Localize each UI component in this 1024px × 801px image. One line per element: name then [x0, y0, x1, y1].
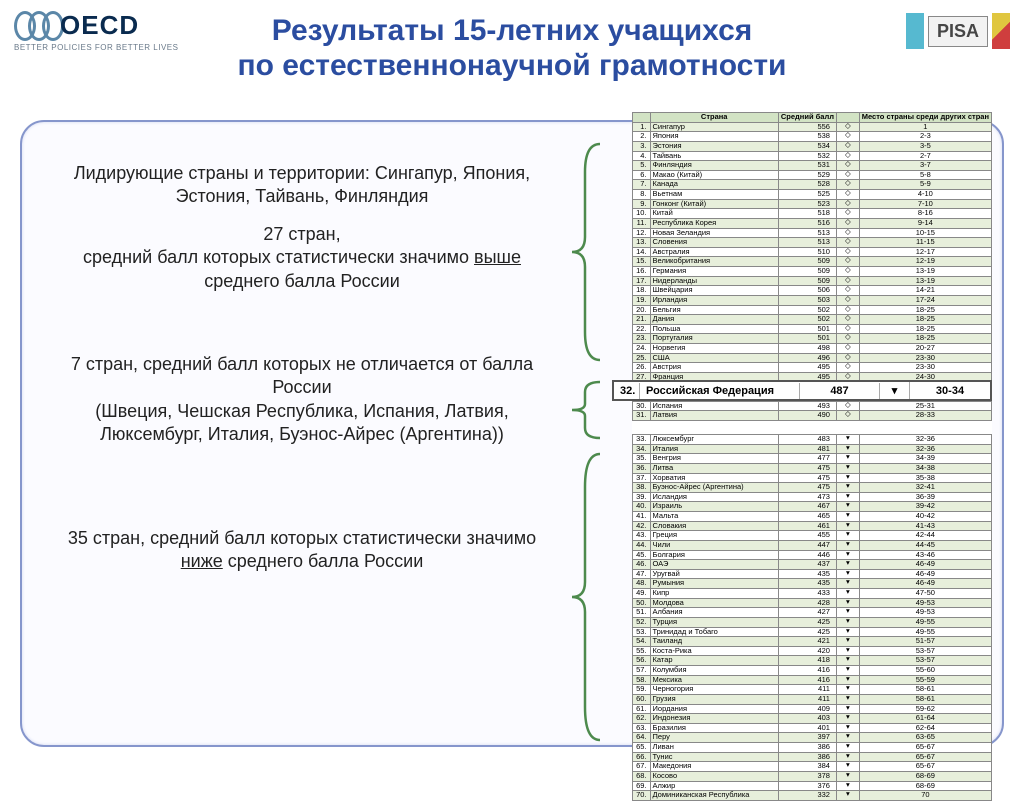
ranking-table: Страна Средний балл Место страны среди д…: [632, 112, 992, 801]
group2-text: 7 стран, средний балл которых не отличае…: [52, 353, 552, 400]
table-row: 38.Буэнос-Айрес (Аргентина)475▾32-41: [633, 483, 992, 493]
table-row: 69.Алжир376▾68-69: [633, 781, 992, 791]
table-row: 30.Испания493◇25-31: [633, 401, 992, 411]
col-rank: [633, 113, 651, 123]
col-country: Страна: [650, 113, 778, 123]
table-row: 60.Грузия411▾58-61: [633, 694, 992, 704]
table-row: 39.Исландия473▾36-39: [633, 492, 992, 502]
group-2: 7 стран, средний балл которых не отличае…: [52, 353, 552, 447]
oecd-rings-icon: [14, 11, 56, 41]
table-row: 24.Норвегия498◇20-27: [633, 344, 992, 354]
table-row: 59.Черногория411▾58-61: [633, 685, 992, 695]
table-row: 46.ОАЭ437▾46-49: [633, 560, 992, 570]
group1-leaders: Лидирующие страны и территории: Сингапур…: [52, 162, 552, 209]
table-row: 19.Ирландия503◇17-24: [633, 295, 992, 305]
group1-keyword: выше: [474, 247, 521, 267]
table-row: 7.Канада528◇5-9: [633, 180, 992, 190]
table-row: 40.Израиль467▾39-42: [633, 502, 992, 512]
table-row: 18.Швейцария506◇14-21: [633, 286, 992, 296]
table-row: 25.США496◇23-30: [633, 353, 992, 363]
table-row: 51.Албания427▾49-53: [633, 608, 992, 618]
table-row: 6.Макао (Китай)529◇5-8: [633, 170, 992, 180]
table-row: 9.Гонконг (Китай)523◇7-10: [633, 199, 992, 209]
table-row: 11.Республика Корея516◇9-14: [633, 218, 992, 228]
table-row: 3.Эстония534◇3-5: [633, 141, 992, 151]
group1-text: средний балл которых статистически значи…: [83, 247, 469, 267]
table-row: 49.Кипр433▾47-50: [633, 589, 992, 599]
table-row: 2.Япония538◇2-3: [633, 132, 992, 142]
group-1: Лидирующие страны и территории: Сингапур…: [52, 162, 552, 293]
table-row: 43.Греция455▾42-44: [633, 531, 992, 541]
table-row: 65.Ливан386▾65-67: [633, 743, 992, 753]
table-row: 64.Перу397▾63-65: [633, 733, 992, 743]
table-row: 41.Мальта465▾40-42: [633, 512, 992, 522]
table-row: 54.Таиланд421▾51-57: [633, 637, 992, 647]
group3-suffix: среднего балла России: [223, 551, 424, 571]
table-row: 68.Косово378▾68-69: [633, 771, 992, 781]
table-row: 23.Португалия501◇18-25: [633, 334, 992, 344]
group3-keyword: ниже: [181, 551, 223, 571]
table-row: 33.Люксембург483▾32-36: [633, 435, 992, 445]
russia-trend-icon: ▾: [880, 382, 910, 399]
group-3: 35 стран, средний балл которых статистич…: [52, 527, 552, 574]
brace-bottom-icon: [570, 452, 610, 742]
table-row: 10.Китай518◇8-16: [633, 209, 992, 219]
table-row: 45.Болгария446▾43-46: [633, 550, 992, 560]
table-row: 16.Германия509◇13-19: [633, 267, 992, 277]
russia-range: 30-34: [910, 383, 990, 399]
table-row: 15.Великобритания509◇12-19: [633, 257, 992, 267]
table-row: 55.Коста-Рика420▾53-57: [633, 646, 992, 656]
table-row: 70.Доминиканская Республика332▾70: [633, 791, 992, 801]
table-row: 52.Турция425▾49-55: [633, 617, 992, 627]
table-header-row: Страна Средний балл Место страны среди д…: [633, 113, 992, 123]
table-row: 26.Австрия495◇23-30: [633, 363, 992, 373]
russia-highlight-row: 32. Российская Федерация 487 ▾ 30-34: [612, 380, 992, 401]
group3-prefix: 35 стран, средний балл которых статистич…: [68, 528, 536, 548]
russia-rank: 32.: [614, 383, 640, 399]
table-row: 20.Бельгия502◇18-25: [633, 305, 992, 315]
table-row: 44.Чили447▾44-45: [633, 540, 992, 550]
group2-list: (Швеция, Чешская Республика, Испания, Ла…: [52, 400, 552, 447]
col-score: Средний балл: [778, 113, 836, 123]
table-row: 35.Венгрия477▾34-39: [633, 454, 992, 464]
table-row: 21.Дания502◇18-25: [633, 315, 992, 325]
table-row: 8.Вьетнам525◇4-10: [633, 190, 992, 200]
table-row: 47.Уругвай435▾46-49: [633, 569, 992, 579]
table-row: 31.Латвия490◇28-33: [633, 411, 992, 421]
table-row: 42.Словакия461▾41-43: [633, 521, 992, 531]
table-row: 5.Финляндия531◇3-7: [633, 161, 992, 171]
table-row: 34.Италия481▾32-36: [633, 444, 992, 454]
group1-suffix: среднего балла России: [204, 271, 400, 291]
left-column: Лидирующие страны и территории: Сингапур…: [52, 162, 552, 611]
slide-title: Результаты 15-летних учащихся по естеств…: [100, 14, 924, 83]
russia-score: 487: [800, 383, 880, 399]
pisa-label: PISA: [928, 16, 988, 47]
table-row: 50.Молдова428▾49-53: [633, 598, 992, 608]
russia-name: Российская Федерация: [640, 383, 800, 399]
col-range: Место страны среди других стран: [859, 113, 991, 123]
table-row: 63.Бразилия401▾62-64: [633, 723, 992, 733]
ranking-table-wrap: Страна Средний балл Место страны среди д…: [632, 112, 992, 801]
title-line2: по естественнонаучной грамотности: [238, 49, 787, 82]
title-line1: Результаты 15-летних учащихся: [272, 14, 753, 47]
table-row: 1.Сингапур556◇1: [633, 122, 992, 132]
group1-count: 27 стран,: [52, 223, 552, 246]
table-row: 48.Румыния435▾46-49: [633, 579, 992, 589]
main-panel: Лидирующие страны и территории: Сингапур…: [20, 120, 1004, 747]
table-row: 13.Словения513◇11-15: [633, 238, 992, 248]
col-trend: [836, 113, 859, 123]
table-row: 53.Тринидад и Тобаго425▾49-55: [633, 627, 992, 637]
table-row: 62.Индонезия403▾61-64: [633, 714, 992, 724]
table-row: 57.Колумбия416▾55-60: [633, 666, 992, 676]
brace-mid-icon: [570, 380, 610, 440]
table-row: 36.Литва475▾34-38: [633, 463, 992, 473]
brace-top-icon: [570, 142, 610, 362]
